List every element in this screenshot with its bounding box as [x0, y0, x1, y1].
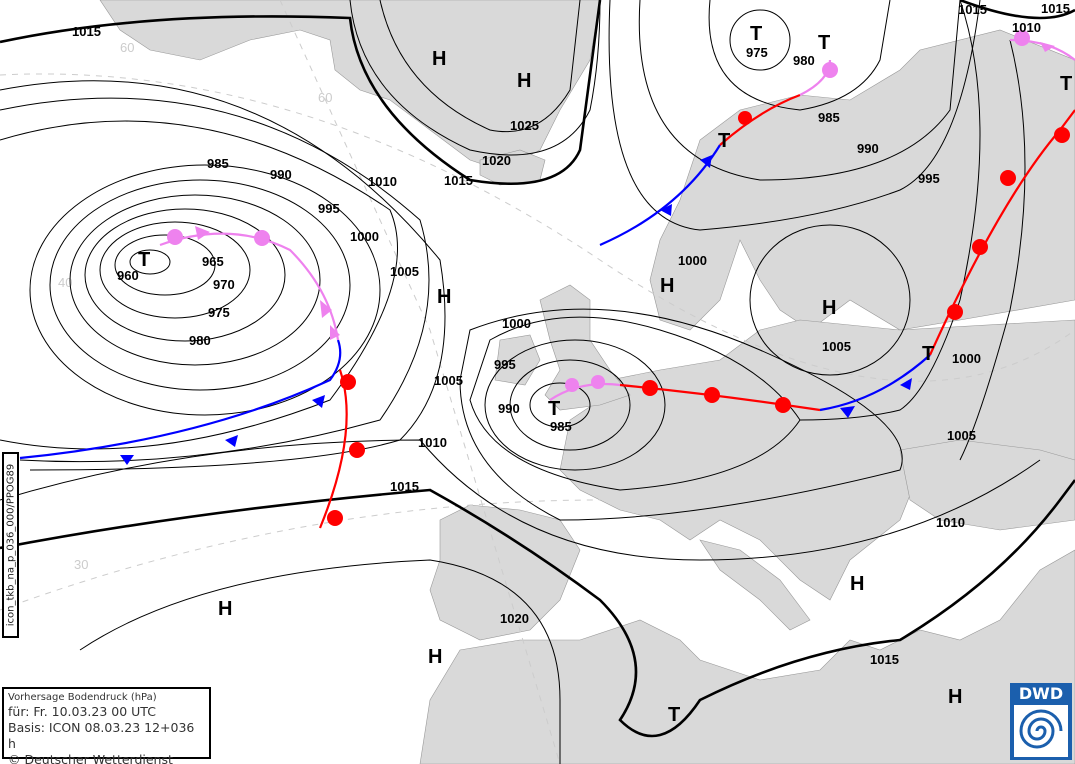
- low-center: T: [922, 343, 934, 365]
- high-center: H: [432, 48, 446, 70]
- product-id-label: icon_tkb_na_p_036_000/PPOG89: [2, 452, 19, 638]
- isobar-label: 1015: [444, 173, 473, 188]
- isobar-label: 1005: [947, 428, 976, 443]
- isobar-label: 1010: [936, 515, 965, 530]
- isobar-label: 990: [498, 401, 520, 416]
- isobar-label: 995: [318, 201, 340, 216]
- low-center: T: [718, 130, 730, 152]
- isobar-label: 985: [550, 419, 572, 434]
- greenland: [99, 0, 601, 171]
- low-center: T: [668, 704, 680, 726]
- isobar-label: 1000: [502, 316, 531, 331]
- isobar-label: 1015: [72, 24, 101, 39]
- dwd-logo-text: DWD: [1018, 684, 1064, 703]
- grat-label: 60: [318, 90, 332, 105]
- uk: [539, 284, 631, 411]
- isobar-labels: 1015 985 990 995 1000 1005 960 965 970 9…: [72, 1, 1070, 667]
- low-center: T: [548, 398, 560, 420]
- high-center: H: [517, 70, 531, 92]
- isobar-label: 965: [202, 254, 224, 269]
- africa: [419, 549, 1075, 764]
- pressure-centers: T H H H H H T T T T T H H T H H T: [138, 23, 1072, 726]
- legend-model-basis: Basis: ICON 08.03.23 12+036 h: [8, 720, 195, 751]
- isobar-label: 1005: [390, 264, 419, 279]
- swirl-icon: [1014, 705, 1068, 757]
- grat-label: 30: [74, 557, 88, 572]
- isobar-label: 1010: [368, 174, 397, 189]
- legend-copyright: © Deutscher Wetterdienst: [8, 752, 173, 764]
- isobar-label: 1020: [500, 611, 529, 626]
- high-center: H: [218, 598, 232, 620]
- grat-label: 60: [120, 40, 134, 55]
- front-symbols: [120, 30, 1070, 526]
- isobar-label: 1010: [418, 435, 447, 450]
- legend-box: Vorhersage Bodendruck (hPa) für: Fr. 10.…: [2, 687, 211, 764]
- isobar-label: 1015: [1041, 1, 1070, 16]
- legend-valid-time: für: Fr. 10.03.23 00 UTC: [8, 704, 156, 719]
- isobar-label: 960: [117, 268, 139, 283]
- high-center: H: [850, 573, 864, 595]
- europe: [559, 319, 1075, 601]
- italy: [699, 539, 811, 631]
- isobar-label: 980: [189, 333, 211, 348]
- grat-label: 40: [58, 275, 72, 290]
- occlusion: [549, 382, 621, 401]
- isobar-label: 1020: [482, 153, 511, 168]
- isobar-label: 1025: [510, 118, 539, 133]
- isobar-label: 1000: [678, 253, 707, 268]
- high-center: H: [948, 686, 962, 708]
- isobar-label: 985: [818, 110, 840, 125]
- isobar-label: 975: [746, 45, 768, 60]
- dwd-logo: DWD: [1010, 683, 1072, 760]
- isobar-label: 995: [494, 357, 516, 372]
- isobar-label: 1015: [870, 652, 899, 667]
- high-center: H: [428, 646, 442, 668]
- high-center: H: [437, 286, 451, 308]
- isobar-label: 995: [918, 171, 940, 186]
- isobar-label: 990: [857, 141, 879, 156]
- isobar-label: 970: [213, 277, 235, 292]
- isobar-label: 980: [793, 53, 815, 68]
- warm-front: [318, 369, 348, 529]
- isobar-label: 1005: [434, 373, 463, 388]
- iberia: [429, 504, 581, 641]
- cold-front: [19, 339, 342, 460]
- low-center: T: [1060, 73, 1072, 95]
- isobar-label: 975: [208, 305, 230, 320]
- high-center: H: [822, 297, 836, 319]
- isobar-label: 1000: [350, 229, 379, 244]
- isobar-label: 990: [270, 167, 292, 182]
- legend-title: Vorhersage Bodendruck (hPa): [8, 692, 157, 703]
- turkey: [899, 439, 1075, 531]
- low-center: T: [138, 249, 150, 271]
- low-center: T: [818, 32, 830, 54]
- isobar-label: 1015: [390, 479, 419, 494]
- isobar-label: 1000: [952, 351, 981, 366]
- warm-front: [719, 93, 801, 146]
- isobar-label: 1015: [958, 2, 987, 17]
- isobars: [0, 0, 1041, 764]
- isobar-label: 985: [207, 156, 229, 171]
- low-center: T: [750, 23, 762, 45]
- product-id-text: icon_tkb_na_p_036_000/PPOG89: [5, 463, 16, 627]
- isobar-label: 1005: [822, 339, 851, 354]
- land-masses: [99, 0, 1075, 764]
- bold-isobars: [0, 0, 1075, 738]
- high-center: H: [660, 275, 674, 297]
- isobar-label: 1010: [1012, 20, 1041, 35]
- cold-front: [819, 354, 931, 412]
